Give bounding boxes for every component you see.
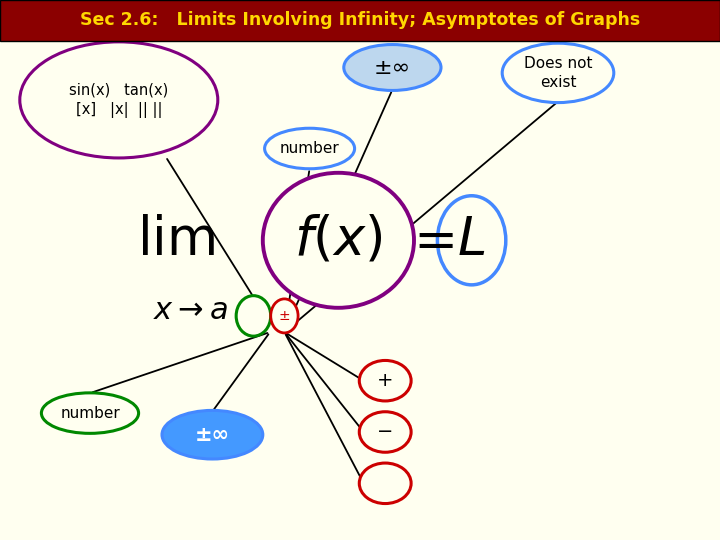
Text: Sec 2.6:   Limits Involving Infinity; Asymptotes of Graphs: Sec 2.6: Limits Involving Infinity; Asym… xyxy=(80,11,640,29)
Ellipse shape xyxy=(42,393,139,433)
Text: $=$: $=$ xyxy=(403,215,454,266)
Ellipse shape xyxy=(503,43,613,103)
Text: ±∞: ±∞ xyxy=(374,57,411,78)
Text: +: + xyxy=(377,371,393,390)
Text: $x{\rightarrow}a$: $x{\rightarrow}a$ xyxy=(153,295,228,326)
Ellipse shape xyxy=(359,463,411,503)
Ellipse shape xyxy=(438,195,505,285)
Ellipse shape xyxy=(265,128,355,168)
Ellipse shape xyxy=(359,361,411,401)
Ellipse shape xyxy=(19,42,218,158)
Ellipse shape xyxy=(344,45,441,90)
Text: $f(x)$: $f(x)$ xyxy=(294,215,382,266)
Ellipse shape xyxy=(271,299,298,333)
Ellipse shape xyxy=(162,410,263,459)
Ellipse shape xyxy=(236,296,271,336)
Ellipse shape xyxy=(359,411,411,453)
Text: number: number xyxy=(60,406,120,421)
Text: $L$: $L$ xyxy=(457,215,486,266)
Ellipse shape xyxy=(263,173,414,308)
Text: ±∞: ±∞ xyxy=(195,424,230,445)
Text: Does not
exist: Does not exist xyxy=(523,56,593,90)
Text: sin(x)   tan(x)
[x]   |x|  || ||: sin(x) tan(x) [x] |x| || || xyxy=(69,82,168,118)
Text: $\lim$: $\lim$ xyxy=(138,215,215,266)
Text: number: number xyxy=(280,141,339,156)
Text: −: − xyxy=(377,422,393,442)
Text: $\pm$: $\pm$ xyxy=(279,309,290,323)
FancyBboxPatch shape xyxy=(0,0,720,40)
